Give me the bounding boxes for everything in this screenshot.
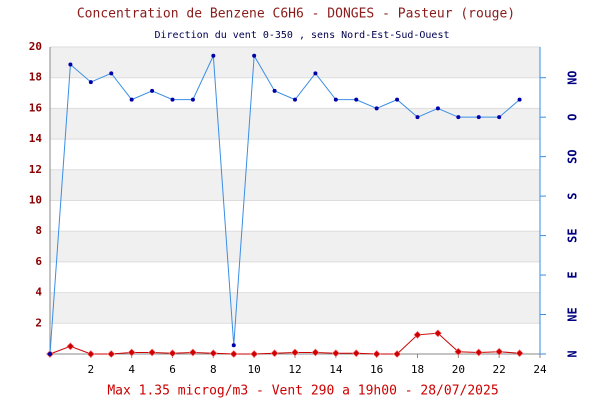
point	[211, 53, 216, 58]
point	[331, 349, 340, 358]
x-tick-label: 20	[452, 363, 465, 376]
y2-tick-label: E	[566, 271, 580, 278]
point	[68, 62, 73, 67]
y-tick-label: 10	[29, 194, 42, 207]
chart-title: Concentration de Benzene C6H6 - DONGES -…	[77, 7, 515, 22]
point	[372, 350, 381, 358]
point	[497, 115, 502, 120]
x-tick-label: 4	[128, 363, 135, 376]
point	[393, 350, 402, 358]
point	[150, 88, 155, 93]
y-tick-label: 14	[29, 132, 43, 145]
y2-tick-label: NE	[566, 307, 580, 321]
y-tick-label: 4	[35, 286, 42, 299]
y2-tick-label: S	[566, 192, 580, 199]
series-line	[49, 53, 520, 355]
point	[148, 348, 157, 357]
point	[272, 88, 277, 93]
point	[435, 106, 440, 111]
grid-band	[50, 108, 540, 140]
x-tick-label: 10	[248, 363, 261, 376]
point	[252, 53, 257, 58]
point	[107, 350, 116, 358]
y2-tick-label: O	[566, 114, 580, 121]
y-tick-label: 20	[29, 40, 42, 53]
y-tick-label: 6	[35, 255, 42, 268]
point	[129, 97, 134, 102]
x-tick-label: 22	[493, 363, 506, 376]
point	[476, 115, 481, 120]
y-tick-label: 16	[29, 101, 43, 114]
chart-footer: Max 1.35 microg/m3 - Vent 290 a 19h00 - …	[107, 384, 498, 399]
point	[374, 106, 379, 111]
point	[313, 71, 318, 76]
point	[48, 352, 52, 356]
point	[209, 349, 218, 358]
point	[170, 97, 175, 102]
point	[231, 343, 236, 348]
point	[190, 97, 195, 102]
point	[86, 350, 95, 358]
x-tick-label: 16	[370, 363, 383, 376]
grid-band	[50, 47, 540, 78]
x-tick-label: 2	[88, 363, 95, 376]
point	[270, 349, 279, 358]
point	[333, 97, 338, 102]
point	[474, 348, 483, 357]
point	[495, 347, 504, 356]
point	[352, 349, 361, 358]
x-tick-label: 14	[329, 363, 343, 376]
point	[515, 349, 524, 358]
point	[415, 115, 420, 120]
point	[454, 347, 463, 356]
y2-tick-label: SO	[566, 149, 580, 163]
x-tick-label: 6	[169, 363, 176, 376]
point	[66, 342, 75, 351]
y2-tick-label: NO	[566, 70, 580, 84]
point	[127, 348, 136, 357]
y-tick-label: 12	[29, 163, 42, 176]
point	[168, 349, 177, 358]
point	[517, 97, 522, 102]
x-tick-label: 24	[533, 363, 547, 376]
point	[456, 115, 461, 120]
y-tick-label: 8	[35, 224, 42, 237]
point	[413, 330, 422, 339]
y-tick-label: 2	[35, 316, 42, 329]
grid-band	[50, 231, 540, 262]
point	[433, 329, 442, 338]
y2-tick-label: N	[566, 350, 580, 357]
y2-tick-label: SE	[566, 228, 580, 242]
point	[311, 348, 320, 357]
point	[88, 80, 93, 85]
grid-band	[50, 292, 540, 324]
point	[229, 350, 238, 358]
x-tick-label: 12	[288, 363, 301, 376]
point	[250, 350, 259, 358]
y-tick-label: 18	[29, 71, 42, 84]
point	[291, 348, 299, 357]
point	[188, 348, 197, 357]
chart-subtitle: Direction du vent 0-350 , sens Nord-Est-…	[154, 30, 449, 41]
point	[109, 71, 114, 76]
point	[354, 97, 359, 102]
x-tick-label: 18	[411, 363, 424, 376]
point	[293, 97, 297, 102]
x-tick-label: 8	[210, 363, 217, 376]
point	[395, 97, 400, 102]
grid-band	[50, 169, 540, 201]
